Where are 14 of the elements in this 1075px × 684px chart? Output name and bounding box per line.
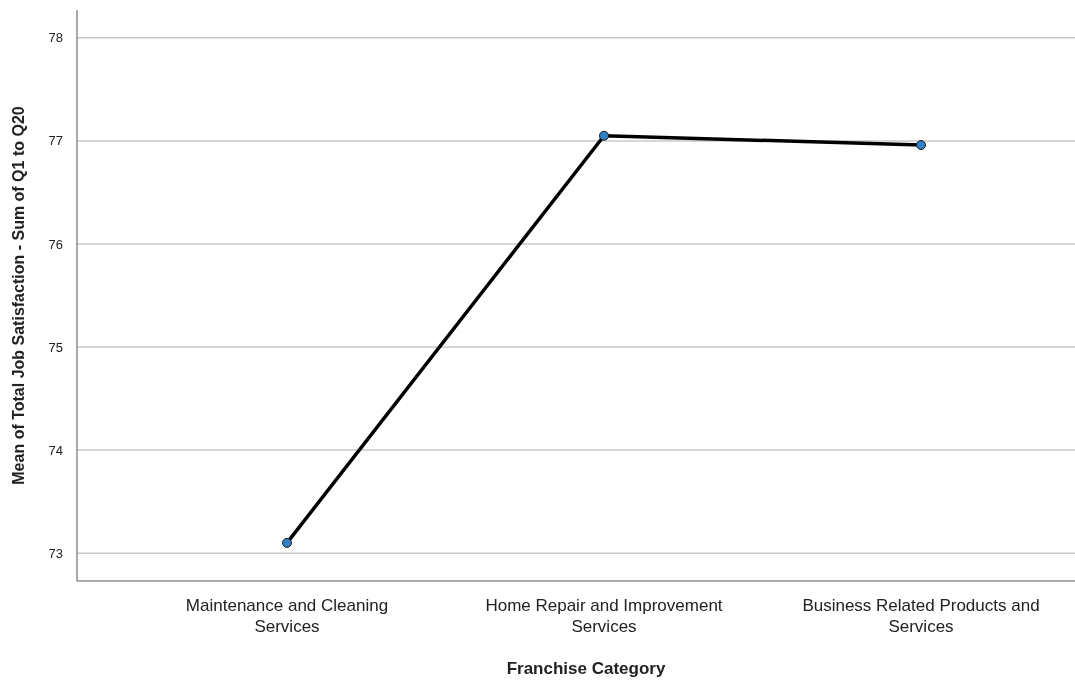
y-tick-label: 76 bbox=[48, 236, 63, 252]
y-tick-label: 74 bbox=[48, 442, 63, 458]
point bbox=[282, 537, 292, 548]
x-tick-label: Maintenance and Cleaning Services bbox=[185, 596, 389, 636]
y-axis-title: Mean of Total Job Satisfaction - Sum of Q1 to Q20 bbox=[10, 106, 27, 485]
point bbox=[599, 130, 609, 141]
point bbox=[916, 140, 926, 151]
x-tick-label: Business Related Products and Services bbox=[802, 596, 1040, 636]
y-tick-label: 77 bbox=[48, 133, 63, 149]
x-tick-label: Home Repair and Improvement Services bbox=[485, 596, 723, 636]
y-tick-label: 75 bbox=[48, 339, 63, 355]
y-tick-label: 78 bbox=[48, 30, 63, 46]
x-axis-title: Franchise Category bbox=[506, 659, 666, 678]
y-tick-label: 73 bbox=[48, 545, 63, 561]
